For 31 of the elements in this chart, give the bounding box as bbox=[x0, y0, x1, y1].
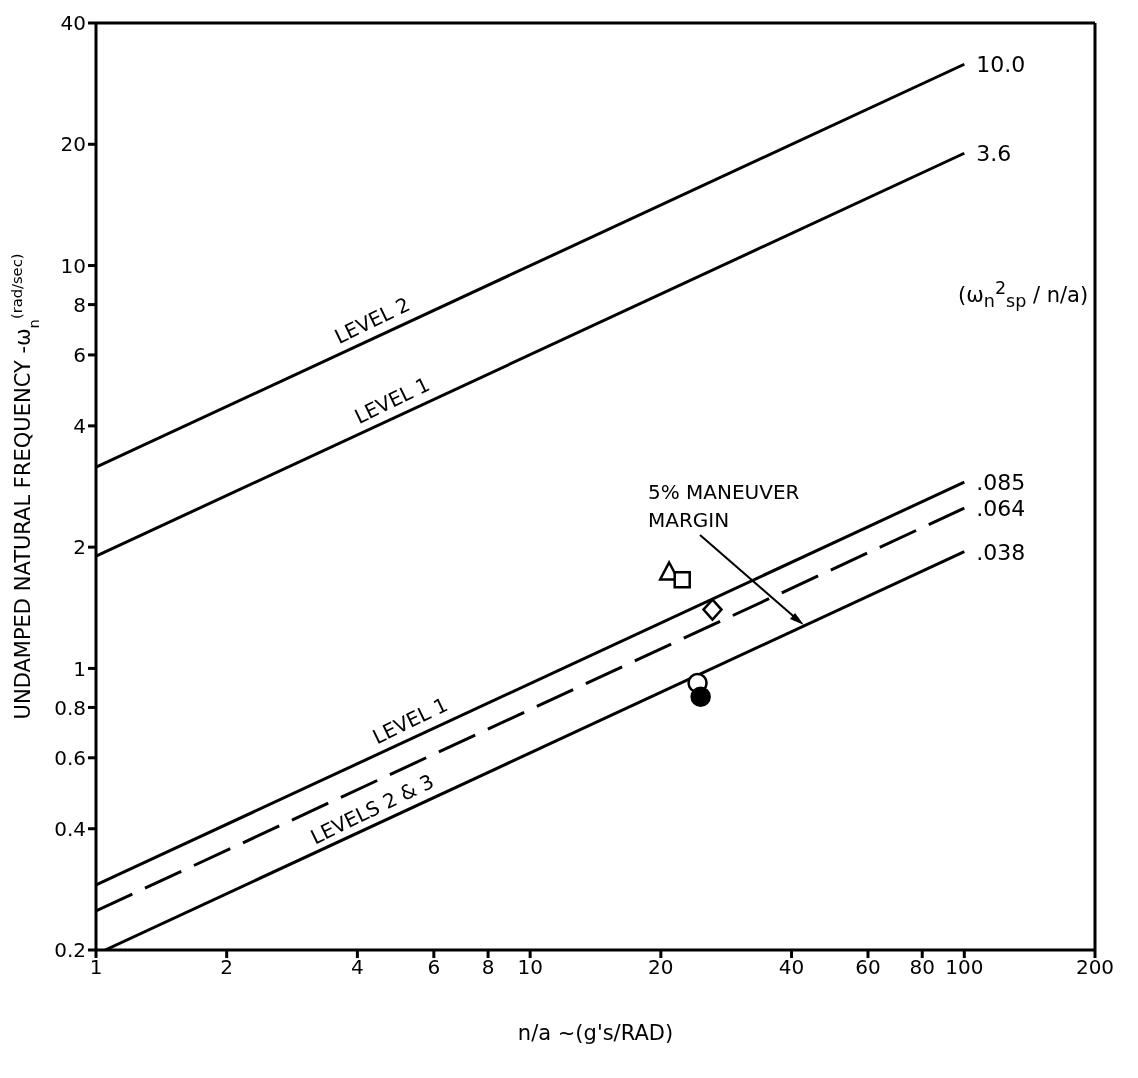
y-tick-label: 4 bbox=[73, 413, 86, 438]
x-tick-label: 4 bbox=[351, 955, 364, 980]
y-tick-label: 20 bbox=[60, 132, 86, 157]
x-axis-title: n/a ~(g's/RAD) bbox=[517, 1021, 674, 1045]
annotation: .038 bbox=[976, 539, 1026, 565]
x-tick-label: 2 bbox=[220, 955, 234, 980]
y-tick-label: 2 bbox=[73, 535, 86, 560]
x-tick-label: 10 bbox=[517, 955, 543, 980]
annotation: 5% MANEUVER MARGIN bbox=[648, 479, 800, 534]
annotation: 10.0 bbox=[976, 52, 1026, 78]
x-tick-label: 1 bbox=[89, 955, 103, 980]
x-tick-label: 8 bbox=[481, 955, 495, 980]
x-tick-label: 80 bbox=[909, 955, 935, 980]
x-tick-label: 20 bbox=[648, 955, 674, 980]
y-tick-label: 8 bbox=[73, 292, 86, 317]
x-tick-label: 6 bbox=[427, 955, 441, 980]
x-tick-label: 200 bbox=[1075, 955, 1115, 980]
x-tick-label: 100 bbox=[945, 955, 984, 980]
x-tick-label: 40 bbox=[778, 955, 805, 980]
y-tick-label: 10 bbox=[60, 253, 86, 278]
y-tick-label: 0.6 bbox=[54, 745, 86, 770]
y-tick-label: 0.4 bbox=[54, 816, 86, 841]
y-tick-label: 1 bbox=[73, 656, 86, 681]
y-tick-label: 6 bbox=[73, 343, 86, 368]
y-tick-label: 40 bbox=[60, 11, 86, 36]
annotation: 3.6 bbox=[976, 141, 1012, 167]
y-tick-label: 0.2 bbox=[54, 938, 86, 963]
y-tick-label: 0.8 bbox=[54, 695, 86, 720]
annotation: .085 bbox=[976, 470, 1026, 496]
x-tick-label: 60 bbox=[855, 955, 881, 980]
annotation: .064 bbox=[976, 496, 1026, 522]
